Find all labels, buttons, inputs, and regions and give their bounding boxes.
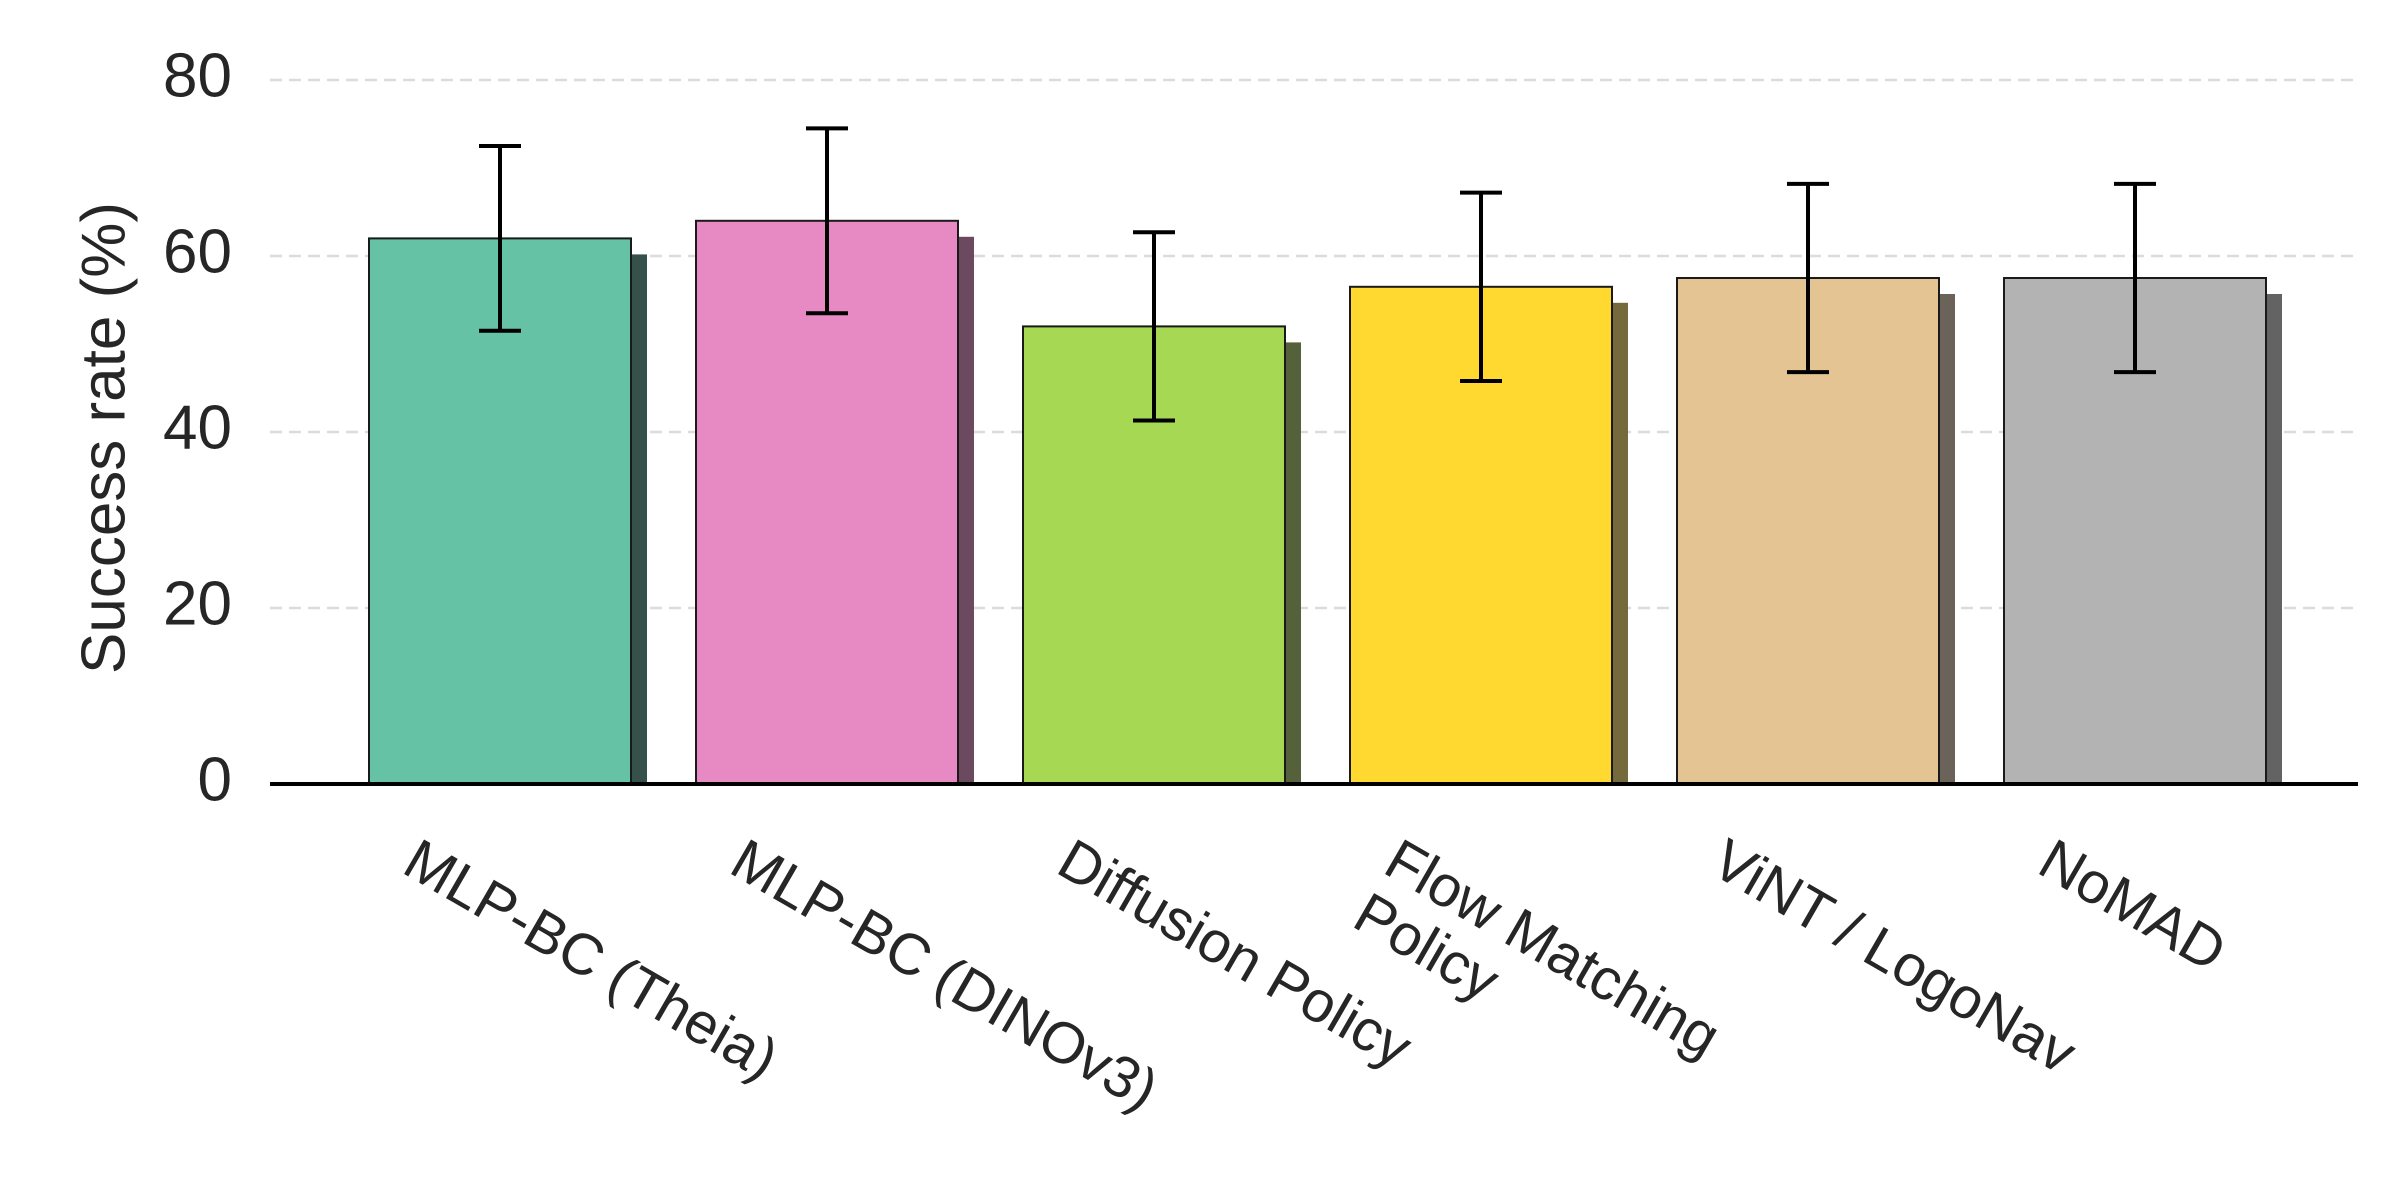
error-bar	[806, 126, 848, 316]
x-tick-labels: MLP-BC (Theia)MLP-BC (DINOv3)Diffusion P…	[394, 827, 2237, 1124]
y-axis-title: Success rate (%)	[69, 202, 138, 674]
y-tick-label: 80	[163, 41, 232, 110]
y-tick-labels: 0 20 40 60 80	[163, 41, 232, 814]
error-bar	[1787, 181, 1829, 375]
error-bar	[1133, 230, 1175, 423]
x-tick-label: ViNT / LogoNav	[1702, 827, 2087, 1087]
error-bar	[2114, 181, 2156, 375]
y-tick-label: 0	[198, 745, 232, 814]
y-tick-label: 20	[163, 569, 232, 638]
y-tick-label: 40	[163, 393, 232, 462]
error-bar	[1460, 190, 1502, 383]
x-tick-label-line: NoMAD	[2029, 827, 2237, 985]
x-tick-label-line: ViNT / LogoNav	[1702, 827, 2087, 1087]
error-bars	[479, 126, 2156, 423]
bars	[368, 219, 2267, 786]
x-tick-label: Flow MatchingPolicy	[1344, 827, 1731, 1124]
bar-shadows	[385, 236, 2282, 785]
y-tick-label: 60	[163, 217, 232, 286]
x-tick-label: NoMAD	[2029, 827, 2237, 985]
error-bar	[479, 144, 521, 333]
